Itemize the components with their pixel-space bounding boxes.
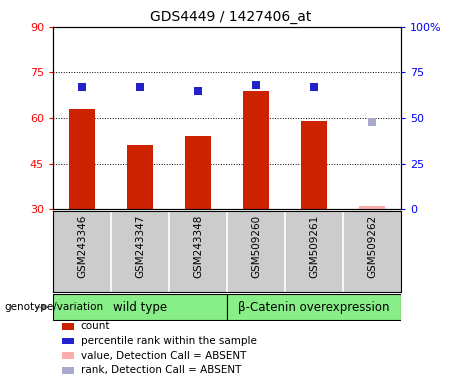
Text: GSM509260: GSM509260 [251, 214, 261, 278]
Text: wild type: wild type [113, 301, 167, 314]
Bar [227, 294, 401, 320]
Text: GSM243347: GSM243347 [135, 214, 145, 278]
Text: rank, Detection Call = ABSENT: rank, Detection Call = ABSENT [81, 365, 241, 375]
Bar [127, 146, 153, 209]
Text: count: count [81, 321, 110, 331]
Bar [359, 206, 385, 209]
Bar [243, 91, 269, 209]
Text: genotype/variation: genotype/variation [5, 302, 104, 312]
Text: percentile rank within the sample: percentile rank within the sample [81, 336, 257, 346]
Text: β-Catenin overexpression: β-Catenin overexpression [238, 301, 390, 314]
Text: GSM509261: GSM509261 [309, 214, 319, 278]
Text: GDS4449 / 1427406_at: GDS4449 / 1427406_at [150, 10, 311, 23]
Bar [185, 136, 211, 209]
Bar [69, 109, 95, 209]
Text: GSM243346: GSM243346 [77, 214, 87, 278]
Text: GSM243348: GSM243348 [193, 214, 203, 278]
Text: value, Detection Call = ABSENT: value, Detection Call = ABSENT [81, 351, 246, 361]
Bar [53, 294, 227, 320]
Bar [301, 121, 327, 209]
Text: GSM509262: GSM509262 [367, 214, 377, 278]
